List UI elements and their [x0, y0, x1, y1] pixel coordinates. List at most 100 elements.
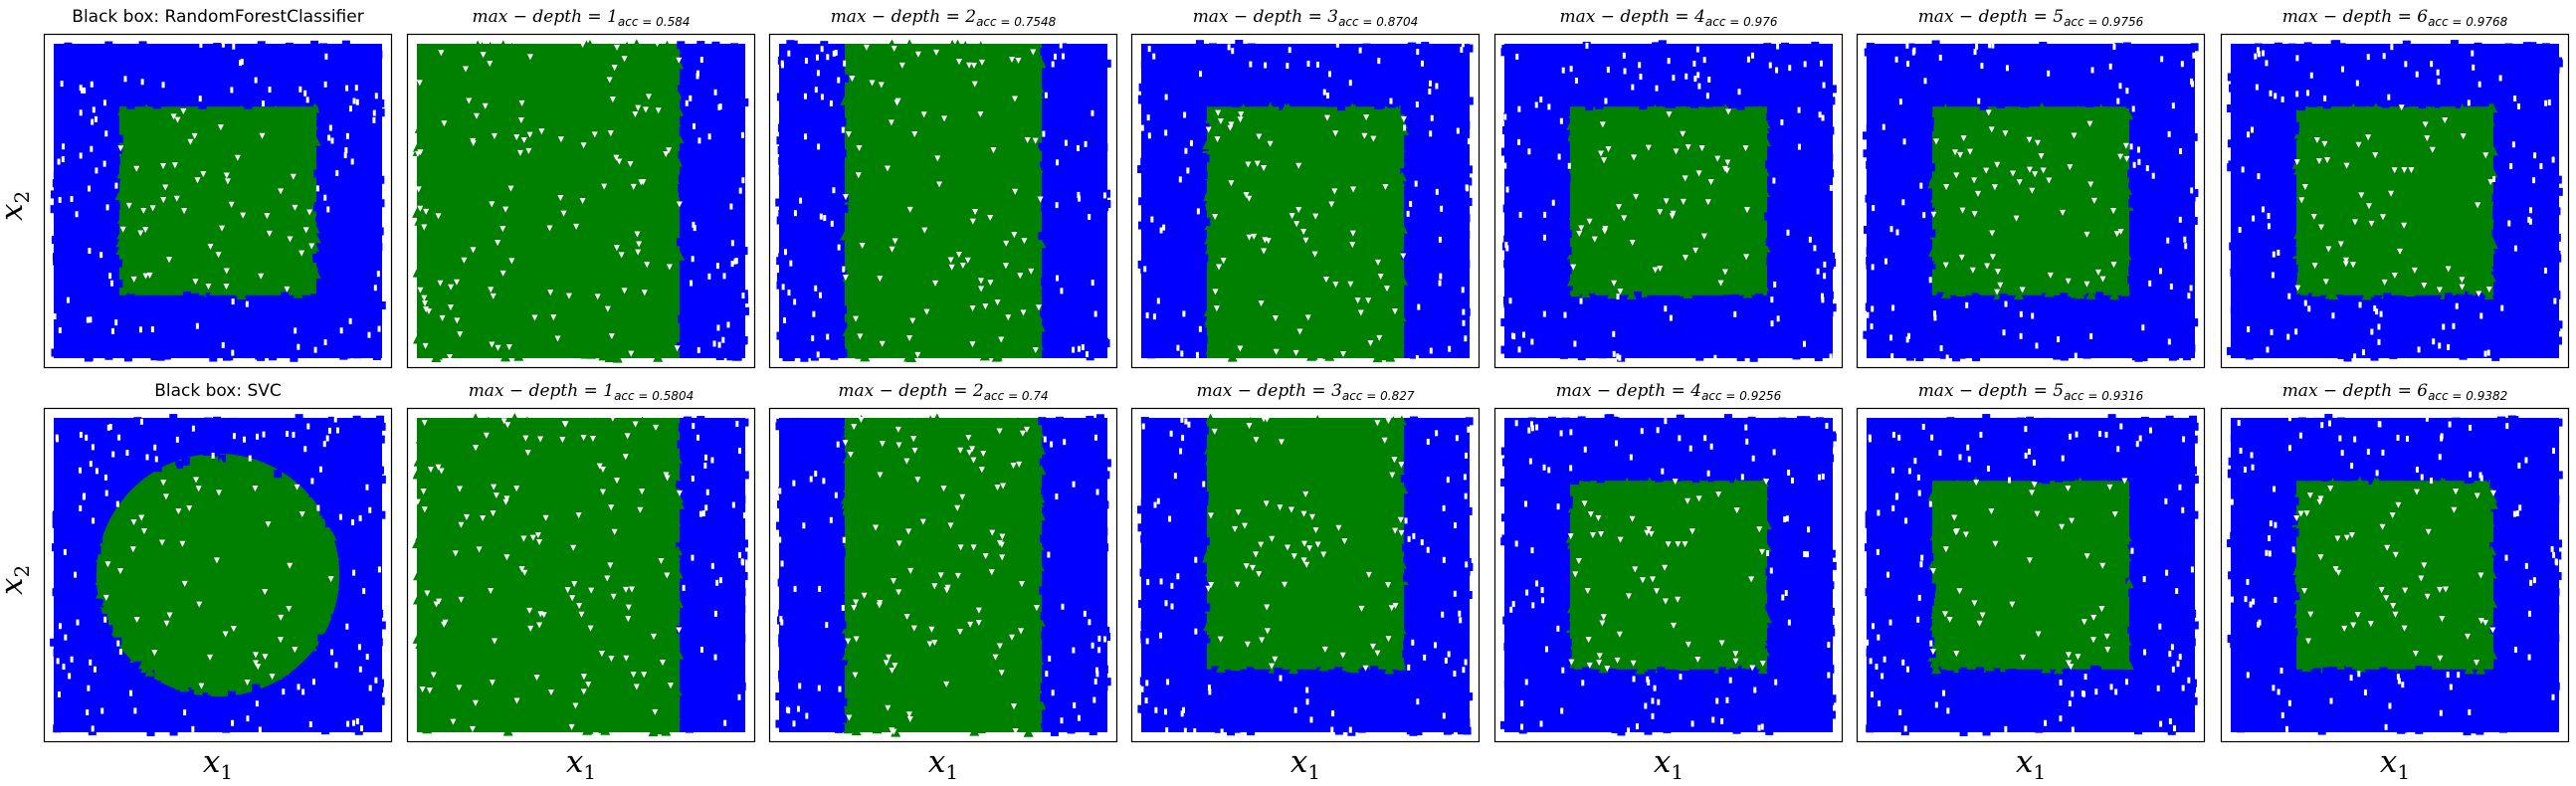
scatter-point: [235, 308, 244, 317]
scatter-point: [1181, 137, 1190, 146]
scatter-point: [689, 238, 697, 247]
scatter-point: [177, 302, 186, 311]
scatter-point: [543, 153, 554, 164]
scatter-gap: [611, 65, 618, 72]
scatter-point: [273, 335, 282, 344]
scatter-point: [1331, 228, 1342, 239]
scatter-point: [1355, 181, 1366, 192]
scatter-point: [106, 113, 115, 122]
scatter-point: [114, 280, 123, 289]
scatter-point: [1692, 122, 1703, 133]
scatter-point: [1638, 227, 1649, 238]
scatter-point: [791, 194, 800, 203]
scatter-point: [626, 191, 637, 202]
scatter-point: [1455, 290, 1464, 298]
scatter-gap: [439, 314, 446, 321]
scatter-gap: [376, 271, 380, 278]
scatter-point: [458, 148, 469, 159]
scatter-gap: [170, 113, 177, 120]
scatter-point: [85, 325, 94, 334]
scatter-gap: [969, 341, 976, 348]
scatter-point: [1745, 49, 1754, 58]
scatter-point: [50, 205, 59, 214]
scatter-point: [1021, 325, 1032, 336]
scatter-point: [685, 306, 694, 315]
scatter-point: [630, 324, 641, 335]
scatter-point: [1802, 74, 1811, 83]
scatter-point: [784, 71, 793, 80]
scatter-point: [943, 132, 954, 143]
scatter-point: [108, 175, 117, 184]
scatter-point: [662, 297, 673, 308]
scatter-gap: [1262, 237, 1269, 244]
scatter-point: [479, 153, 490, 164]
scatter-point: [915, 132, 926, 143]
scatter-gap: [438, 50, 445, 57]
scatter-point: [1341, 323, 1352, 334]
scatter-point: [1197, 206, 1206, 215]
scatter-gap: [328, 124, 332, 131]
scatter-point: [1247, 43, 1256, 52]
scatter-point: [1637, 331, 1646, 340]
scatter-point: [456, 97, 467, 107]
scatter-point: [477, 213, 488, 224]
scatter-point: [1144, 314, 1153, 323]
scatter-point: [1464, 165, 1473, 174]
scatter-point: [276, 249, 287, 260]
scatter-point: [1763, 43, 1772, 52]
scatter-point: [1392, 218, 1403, 229]
scatter-point: [1376, 49, 1385, 58]
scatter-point: [1313, 331, 1324, 342]
scatter-point: [1408, 42, 1417, 51]
scatter-point: [1303, 94, 1312, 102]
scatter-point: [1073, 285, 1082, 294]
scatter-point: [260, 115, 271, 126]
scatter-point: [1084, 164, 1092, 173]
scatter-point: [88, 187, 97, 196]
scatter-point: [464, 103, 475, 114]
scatter-point: [541, 121, 552, 132]
scatter-point: [123, 68, 132, 77]
scatter-point: [1700, 146, 1711, 157]
scatter-point: [985, 54, 996, 65]
scatter-point: [557, 301, 568, 312]
scatter-point: [541, 263, 552, 274]
scatter-point: [633, 81, 644, 92]
scatter-point: [1250, 53, 1259, 62]
scatter-point: [1052, 206, 1061, 215]
scatter-point: [119, 201, 130, 212]
scatter-point: [903, 304, 914, 315]
scatter-point: [1342, 237, 1353, 248]
scatter-point: [681, 99, 690, 108]
scatter-point: [1190, 173, 1199, 182]
scatter-point: [727, 320, 736, 329]
scatter-point: [820, 41, 829, 50]
scatter-point: [1332, 72, 1341, 81]
scatter-gap: [538, 128, 545, 135]
scatter-point: [541, 341, 552, 352]
scatter-point: [726, 68, 735, 77]
scatter-point: [984, 138, 995, 149]
scatter-point: [509, 93, 520, 103]
scatter-gap: [1183, 111, 1187, 118]
scatter-point: [105, 76, 114, 85]
scatter-point: [956, 277, 967, 288]
scatter-point: [414, 122, 425, 133]
scatter-point: [365, 201, 374, 210]
scatter-point: [1781, 42, 1790, 51]
scatter-points: [1500, 40, 1837, 362]
scatter-point: [1339, 129, 1350, 140]
scatter-point: [1161, 292, 1170, 300]
scatter-point: [1174, 70, 1183, 79]
scatter-point: [561, 92, 572, 102]
scatter-point: [1238, 103, 1249, 114]
scatter-point: [1333, 291, 1344, 301]
scatter-gap: [1325, 93, 1329, 99]
scatter-point: [306, 214, 317, 225]
scatter-gap: [557, 195, 564, 202]
scatter-point: [880, 328, 891, 339]
scatter-point: [830, 240, 839, 249]
scatter-point: [695, 222, 704, 231]
scatter-point: [1038, 232, 1047, 241]
scatter-point: [142, 188, 153, 199]
